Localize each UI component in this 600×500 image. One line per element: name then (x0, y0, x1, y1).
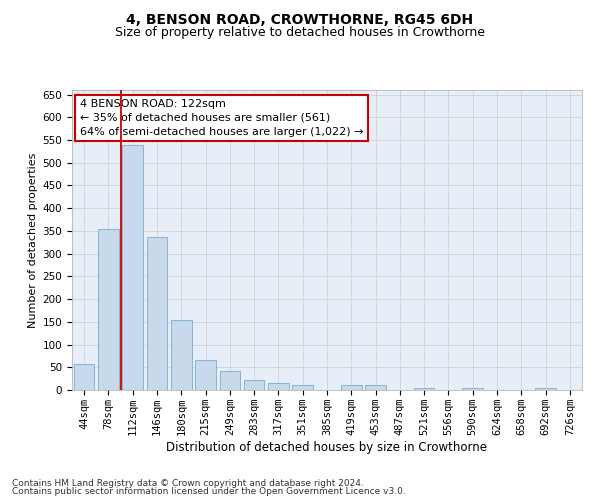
Text: Size of property relative to detached houses in Crowthorne: Size of property relative to detached ho… (115, 26, 485, 39)
Bar (365, 386, 386, 390)
Bar (341, 386, 362, 390)
Bar (244, 380, 265, 390)
Bar (535, 388, 556, 390)
Bar (220, 371, 240, 390)
Bar (122, 144, 143, 390)
Text: 4 BENSON ROAD: 122sqm
← 35% of detached houses are smaller (561)
64% of semi-det: 4 BENSON ROAD: 122sqm ← 35% of detached … (80, 99, 363, 137)
Bar (292, 386, 313, 390)
Bar (98, 229, 119, 390)
Text: Contains public sector information licensed under the Open Government Licence v3: Contains public sector information licen… (12, 487, 406, 496)
X-axis label: Distribution of detached houses by size in Crowthorne: Distribution of detached houses by size … (167, 440, 487, 454)
Bar (171, 320, 191, 390)
Bar (268, 382, 289, 390)
Bar (146, 237, 167, 390)
Bar (463, 388, 483, 390)
Bar (74, 364, 94, 390)
Text: Contains HM Land Registry data © Crown copyright and database right 2024.: Contains HM Land Registry data © Crown c… (12, 478, 364, 488)
Bar (414, 388, 434, 390)
Y-axis label: Number of detached properties: Number of detached properties (28, 152, 38, 328)
Text: 4, BENSON ROAD, CROWTHORNE, RG45 6DH: 4, BENSON ROAD, CROWTHORNE, RG45 6DH (127, 12, 473, 26)
Bar (195, 360, 216, 390)
